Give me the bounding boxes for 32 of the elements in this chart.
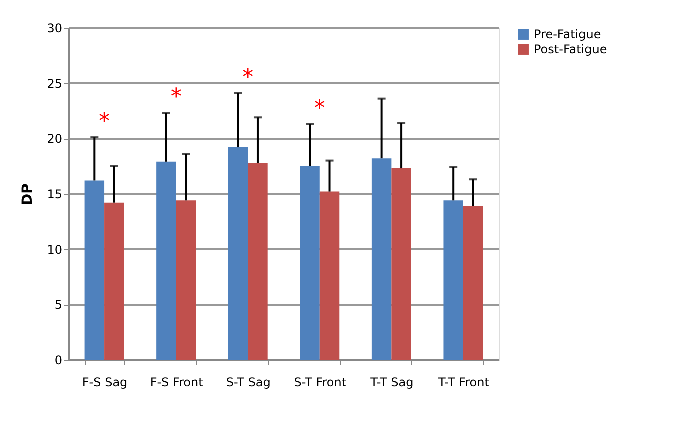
y-tick-label: 25: [47, 76, 62, 91]
y-axis-title: DP: [20, 184, 36, 206]
annotation: *: [314, 96, 326, 122]
bar: [444, 200, 464, 360]
bar: [176, 200, 196, 360]
bar: [156, 162, 176, 360]
legend-label: Post-Fatigue: [534, 42, 608, 56]
bar: [372, 158, 392, 360]
y-tick-label: 10: [47, 242, 62, 257]
bar: [320, 192, 340, 360]
bar: [228, 148, 248, 360]
bar: [392, 168, 412, 360]
bar: [104, 202, 124, 360]
x-tick-label: T-T Sag: [370, 376, 414, 390]
x-tick-label: S-T Sag: [226, 376, 271, 390]
x-tick-label: F-S Sag: [82, 376, 128, 390]
x-tick-label: S-T Front: [294, 376, 347, 390]
y-tick-label: 15: [47, 188, 62, 202]
bar: [84, 180, 105, 360]
y-tick-label: 30: [47, 22, 62, 36]
x-tick-label: F-S Front: [150, 376, 204, 390]
y-tick-label: 20: [47, 132, 62, 146]
legend-label: Pre-Fatigue: [534, 28, 602, 42]
annotation: *: [170, 85, 182, 110]
x-tick-label: T-T Front: [437, 376, 490, 390]
bar: [248, 163, 268, 360]
y-tick-label: 5: [54, 298, 62, 312]
annotation: *: [242, 65, 254, 90]
bar: [463, 206, 484, 360]
annotation: *: [99, 110, 110, 135]
y-tick-label: 0: [54, 354, 62, 368]
bar: [300, 166, 320, 360]
